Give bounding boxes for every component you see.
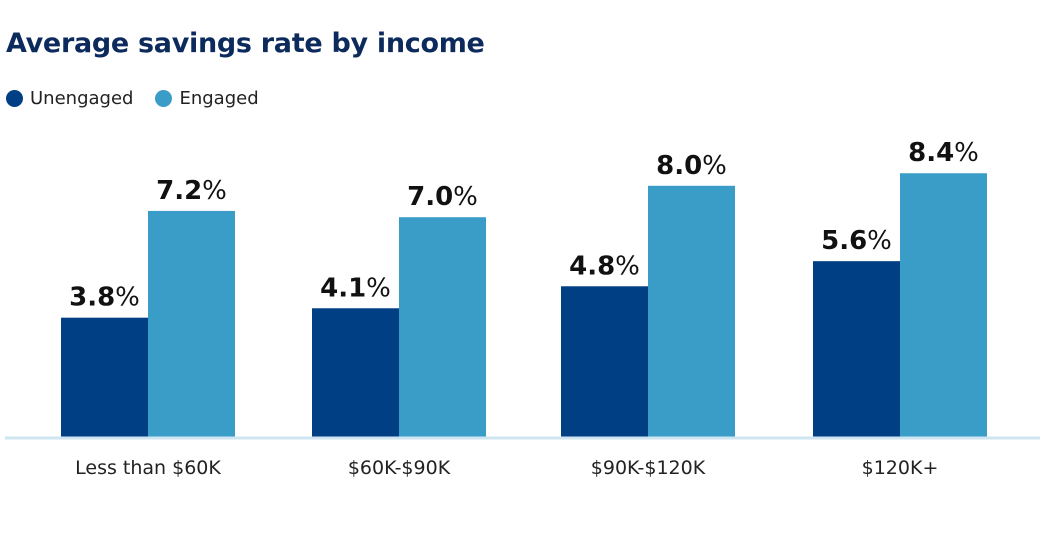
legend-item-unengaged: Unengaged xyxy=(6,88,133,109)
category-label: $60K-$90K xyxy=(348,457,451,479)
legend-label-unengaged: Unengaged xyxy=(30,88,134,109)
bar-engaged-1 xyxy=(399,217,486,437)
bar-engaged-3 xyxy=(900,173,987,438)
legend-label-engaged: Engaged xyxy=(179,88,259,109)
category-label: Less than $60K xyxy=(75,457,221,479)
legend-swatch-unengaged xyxy=(6,90,23,107)
legend-swatch-engaged xyxy=(155,90,173,107)
bar-unengaged-2 xyxy=(561,286,648,437)
bar-engaged-2 xyxy=(648,185,735,437)
category-label: $120K+ xyxy=(862,457,939,479)
data-label: 4.1% xyxy=(320,273,391,303)
legend: Unengaged Engaged xyxy=(6,88,281,109)
data-label: 3.8% xyxy=(69,283,140,313)
category-label: $90K-$120K xyxy=(591,457,706,479)
data-label: 5.6% xyxy=(821,226,892,256)
data-label: 4.8% xyxy=(569,251,640,281)
bar-unengaged-3 xyxy=(813,261,900,437)
bar-unengaged-0 xyxy=(61,317,148,437)
bar-unengaged-1 xyxy=(312,308,399,437)
data-label: 8.4% xyxy=(908,138,979,168)
data-label: 8.0% xyxy=(656,151,727,181)
data-label: 7.0% xyxy=(407,182,478,212)
data-label: 7.2% xyxy=(156,176,227,206)
chart-title: Average savings rate by income xyxy=(6,28,485,59)
legend-item-engaged: Engaged xyxy=(155,88,259,109)
bar-engaged-0 xyxy=(148,210,235,437)
